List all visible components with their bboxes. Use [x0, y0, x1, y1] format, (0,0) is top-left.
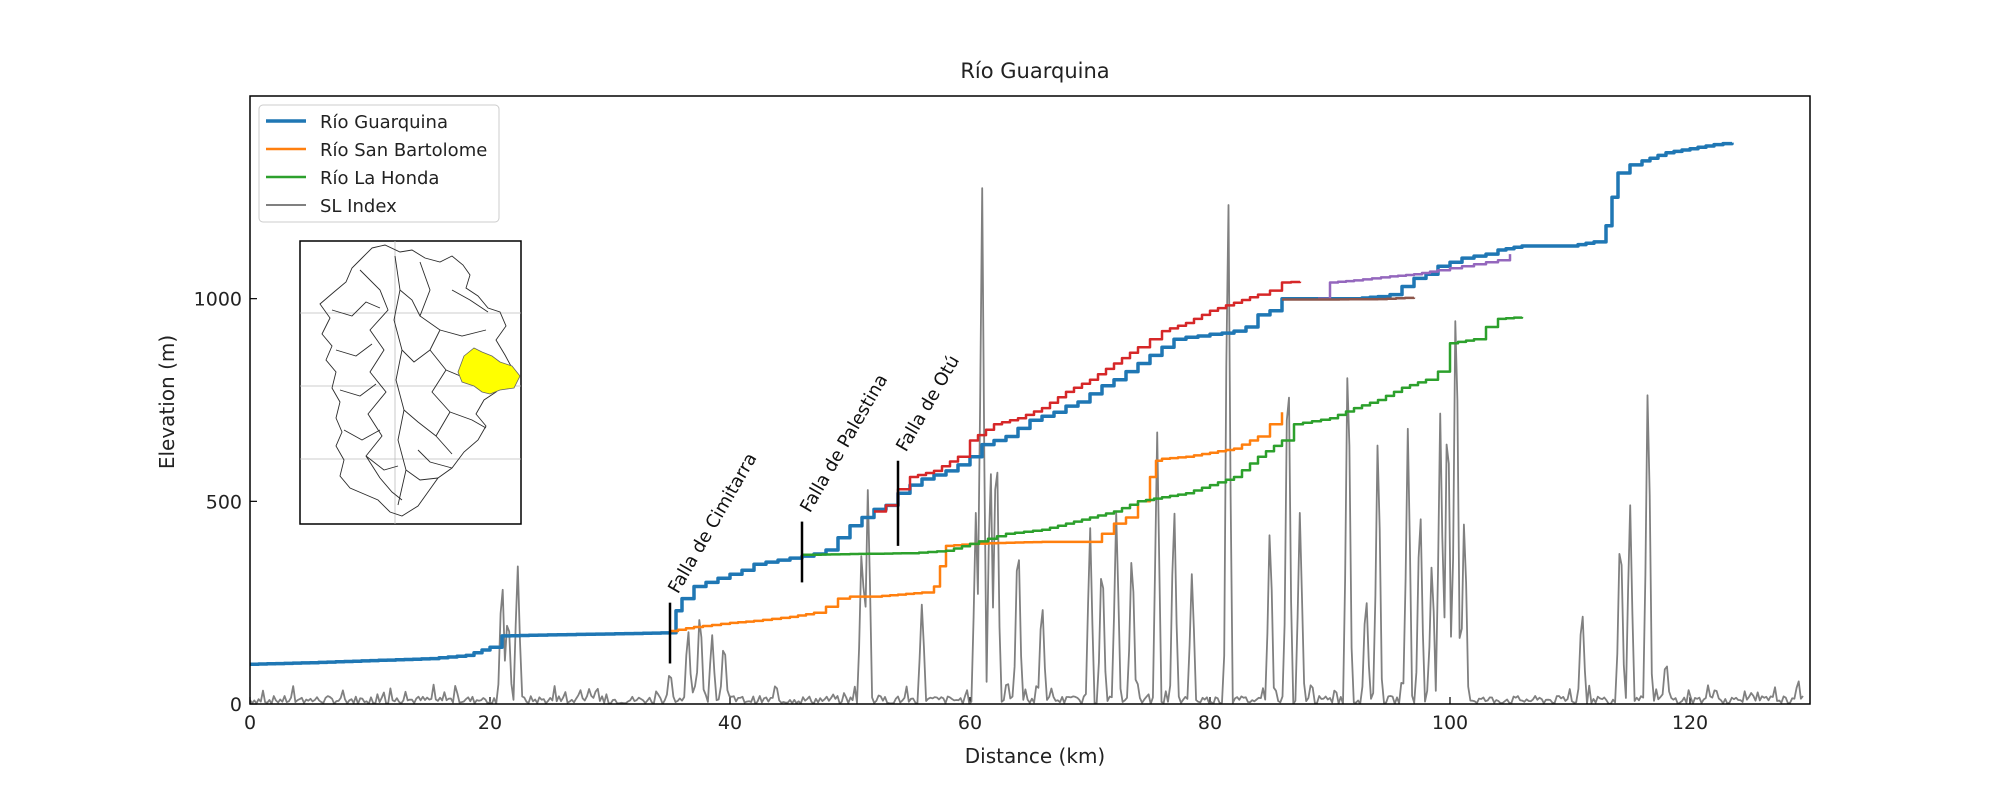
legend-label: Río La Honda	[320, 168, 439, 189]
plot-frame	[249, 95, 1811, 705]
x-tick-label: 20	[478, 712, 502, 734]
fault-annotations: Falla de Cimitarra Falla de Palestina Fall…	[664, 352, 964, 664]
y-axis-label: Elevation (m)	[155, 335, 179, 469]
plot-area	[250, 141, 1804, 704]
legend-entry-rio-guarquina: Río Guarquina	[266, 112, 448, 133]
fault-label: Falla de Otú	[892, 352, 964, 455]
fault-label: Falla de Cimitarra	[664, 449, 761, 597]
x-tick-label: 60	[958, 712, 982, 734]
chart-title: Río Guarquina	[960, 59, 1109, 83]
y-tick-label: 1000	[194, 289, 242, 311]
x-tick-label: 80	[1198, 712, 1222, 734]
legend-entry-rio-san-bartolome: Río San Bartolome	[266, 140, 487, 161]
x-tick-label: 40	[718, 712, 742, 734]
legend-label: Río Guarquina	[320, 112, 448, 133]
axis-ticks: 0 20 40 60 80 100 120 0 500 1000	[194, 289, 1708, 734]
x-tick-label: 0	[244, 712, 256, 734]
legend-label: Río San Bartolome	[320, 140, 487, 161]
legend-entry-rio-la-honda: Río La Honda	[266, 168, 439, 189]
x-axis-label: Distance (km)	[965, 744, 1105, 768]
fault-label: Falla de Palestina	[796, 371, 892, 516]
highlighted-region	[457, 347, 521, 395]
legend-label: SL Index	[320, 196, 397, 217]
x-tick-label: 120	[1672, 712, 1708, 734]
x-tick-label: 100	[1432, 712, 1468, 734]
series-line-sl-index	[250, 187, 1804, 704]
series-line-tributary-5	[1282, 296, 1416, 301]
inset-municipalities	[319, 244, 513, 517]
series-line-tributary-3	[874, 280, 1302, 513]
y-tick-label: 0	[230, 694, 242, 716]
y-tick-label: 500	[206, 491, 242, 513]
series-line-tributary-4	[1318, 254, 1512, 300]
series-line-r-o-la-honda	[802, 316, 1524, 557]
series-line-r-o-san-bartolome	[670, 412, 1284, 633]
series-line-r-o-guarquina	[250, 141, 1734, 667]
legend: Río Guarquina Río San Bartolome Río La H…	[258, 104, 500, 223]
inset-location-map	[299, 240, 522, 525]
legend-entry-sl-index: SL Index	[266, 196, 397, 217]
